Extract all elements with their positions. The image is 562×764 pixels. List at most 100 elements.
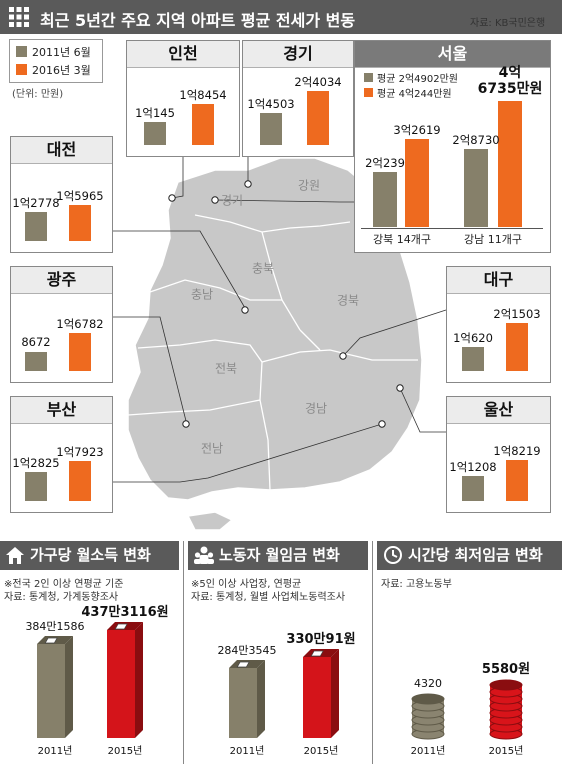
income-bar-2015년 (107, 622, 143, 738)
seoul-baseline (361, 228, 543, 229)
section-title-minwage: 시간당 최저임금 변화 (408, 546, 543, 564)
map-label-gyeonggi: 경기 (220, 193, 244, 208)
bar-gwangju-2011 (25, 352, 47, 371)
marker-daejeon (241, 306, 249, 314)
marker-gwangju (182, 420, 190, 428)
grid-icon (8, 6, 30, 28)
section-header-wage (188, 541, 368, 570)
minwage-value-label-1: 5580원 (482, 662, 530, 677)
section-divider-1 (183, 541, 184, 764)
income-value-label-0: 384만1586 (25, 620, 84, 633)
wage-value-label-0: 284만3545 (217, 644, 276, 657)
bar-incheon-2011 (144, 122, 166, 145)
value-label-incheon-2016: 1억8454 (179, 88, 227, 102)
legend-label-2016: 2016년 3월 (32, 64, 91, 77)
bar-seoul-gangnam-2016 (498, 101, 522, 227)
income-value-label-1: 437만3116원 (81, 604, 168, 620)
minwage-coins-2015년 (489, 679, 523, 740)
house-icon (4, 545, 26, 565)
seoul-group-label-gangbuk: 강북 14개구 (373, 233, 431, 246)
value-label-ulsan-2016: 1억8219 (493, 444, 541, 458)
minwage-year-label-0: 2011년 (411, 745, 446, 757)
panel-title-ulsan: 울산 (447, 397, 550, 424)
income-bar-2011년 (37, 636, 73, 738)
legend (9, 39, 103, 83)
panel-seoul: 서울 평균 2억4902만원 평균 4억244만원 강북 14개구 강남 11개… (354, 40, 551, 253)
minwage-coins-2011년 (411, 693, 445, 740)
seoul-group-label-gangnam: 강남 11개구 (464, 233, 522, 246)
panel-title-gyeonggi: 경기 (243, 41, 353, 68)
value-label-daegu-2016: 2억1503 (493, 307, 541, 321)
income-year-label-1: 2015년 (108, 745, 143, 757)
marker-incheon (168, 194, 176, 202)
wage-source: 자료: 통계청, 월별 사업체노동력조사 (191, 592, 346, 603)
page-title: 최근 5년간 주요 지역 아파트 평균 전세가 변동 (40, 11, 356, 30)
bar-gyeonggi-2011 (260, 113, 282, 145)
wage-year-label-0: 2011년 (230, 745, 265, 757)
wage-note: ※5인 이상 사업장, 연평균 (191, 579, 302, 590)
income-note: ※전국 2인 이상 연평균 기준 (4, 579, 124, 590)
bar-daegu-2016 (506, 323, 528, 371)
legend-label-2011: 2011년 6월 (32, 46, 91, 59)
value-label-seoul-gangnam-2016: 4억 6735만원 (477, 65, 543, 97)
source-note: 자료: KB국민은행 (470, 18, 546, 29)
bar-busan-2016 (69, 461, 91, 501)
bar-daegu-2011 (462, 347, 484, 371)
map-label-chungnam: 충남 (190, 287, 214, 302)
value-label-daegu-2011: 1억620 (453, 331, 493, 345)
legend-swatch-2011 (16, 46, 27, 57)
panel-busan: 부산 1억2825 1억7923 (10, 396, 113, 513)
bar-seoul-gangbuk-2016 (405, 139, 429, 227)
minwage-source: 자료: 고용노동부 (381, 579, 452, 590)
wage-bar-2015년 (303, 649, 339, 738)
map-label-jeonbuk: 전북 (214, 361, 238, 376)
korea-map (111, 155, 447, 531)
marker-daegu (339, 352, 347, 360)
value-label-busan-2011: 1억2825 (12, 456, 60, 470)
bar-gyeonggi-2016 (307, 91, 329, 145)
map-shape (127, 157, 423, 531)
bar-seoul-gangbuk-2011 (373, 172, 397, 227)
bar-daejeon-2016 (69, 205, 91, 241)
map-label-jeonnam: 전남 (200, 441, 224, 456)
panel-ulsan: 울산 1억1208 1억8219 (446, 396, 551, 513)
wage-bar-2011년 (229, 660, 265, 738)
bar-ulsan-2016 (506, 460, 528, 501)
marker-ulsan (396, 384, 404, 392)
leader-lines (111, 155, 447, 483)
value-label-incheon-2011: 1억145 (135, 106, 175, 120)
bar-incheon-2016 (192, 104, 214, 145)
map-label-gyeongnam: 경남 (304, 401, 328, 416)
value-label-gwangju-2011: 8672 (21, 335, 51, 349)
marker-busan (378, 420, 386, 428)
bar-ulsan-2011 (462, 476, 484, 501)
panel-title-incheon: 인천 (127, 41, 239, 68)
seoul-avg-2016: 평균 4억244만원 (377, 89, 452, 100)
section-title-wage: 노동자 월임금 변화 (219, 546, 340, 564)
value-label-busan-2016: 1억7923 (56, 445, 104, 459)
clock-icon (383, 545, 403, 565)
panel-title-busan: 부산 (11, 397, 112, 424)
marker-seoul (211, 196, 219, 204)
map-label-gyeongbuk: 경북 (336, 293, 360, 308)
value-label-gwangju-2016: 1억6782 (56, 317, 104, 331)
value-label-daejeon-2011: 1억2778 (12, 196, 60, 210)
panel-incheon: 인천 1억145 1억8454 (126, 40, 240, 157)
panel-daejeon: 대전 1억2778 1억5965 (10, 136, 113, 253)
value-label-ulsan-2011: 1억1208 (449, 460, 497, 474)
header-bar (0, 0, 562, 34)
seoul-legend-swatch-2011 (364, 73, 373, 82)
income-year-label-0: 2011년 (38, 745, 73, 757)
value-label-gyeonggi-2011: 1억4503 (247, 97, 295, 111)
panel-daegu: 대구 1억620 2억1503 (446, 266, 551, 383)
legend-swatch-2016 (16, 64, 27, 75)
marker-gyeonggi (244, 180, 252, 188)
value-label-gyeonggi-2016: 2억4034 (294, 75, 342, 89)
bar-seoul-gangnam-2011 (464, 149, 488, 227)
section-divider-2 (372, 541, 373, 764)
map-label-gangwon: 강원 (297, 178, 321, 193)
panel-title-daegu: 대구 (447, 267, 550, 294)
panel-title-seoul: 서울 (355, 41, 550, 68)
